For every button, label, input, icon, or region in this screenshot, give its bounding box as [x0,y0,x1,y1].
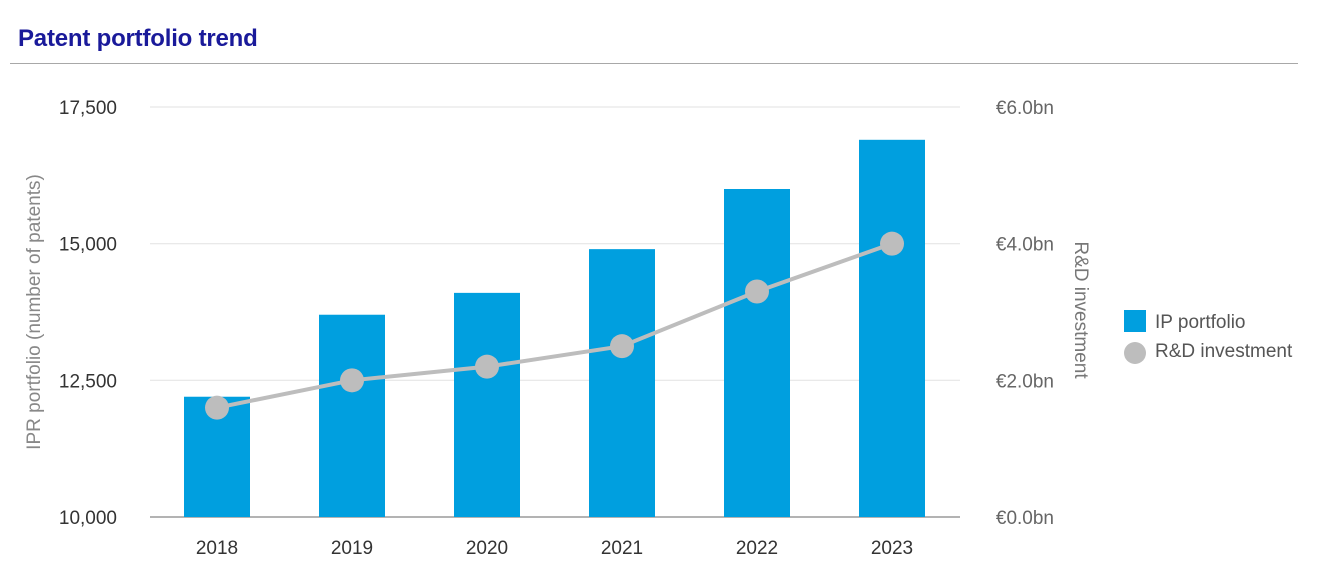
y-right-tick-label: €4.0bn [996,235,1054,256]
y-left-tick-label: 12,500 [59,371,117,392]
x-axis-labels: 2018 2019 2020 2021 2022 2023 [196,538,913,559]
x-tick-label: 2023 [871,538,913,559]
point-rd-investment [880,231,904,256]
y-right-tick-label: €2.0bn [996,371,1054,392]
point-rd-investment [205,395,229,420]
point-rd-investment [610,334,634,359]
y-left-axis-title: IPR portfolio (number of patents) [24,174,45,450]
bar-ip-portfolio [454,292,520,517]
line-rd-investment [216,241,893,410]
legend: IP portfolio R&D investment [1124,310,1293,364]
x-tick-label: 2021 [601,538,643,559]
y-right-tick-label: €6.0bn [996,98,1054,119]
x-tick-label: 2018 [196,538,238,559]
legend-label-rd-investment: R&D investment [1155,341,1293,362]
y-right-tick-label: €0.0bn [996,508,1054,529]
x-tick-label: 2020 [466,538,508,559]
point-rd-investment [340,368,364,393]
y-left-tick-label: 10,000 [59,508,117,529]
bar-ip-portfolio [859,139,925,518]
x-tick-label: 2019 [331,538,373,559]
bar-ip-portfolio [319,314,385,517]
bar-ip-portfolio [724,189,790,517]
y-left-tick-label: 15,000 [59,235,117,256]
legend-label-ip-portfolio: IP portfolio [1155,312,1245,333]
legend-swatch-ip-portfolio [1124,310,1146,332]
line-series [205,231,904,420]
chart-title: Patent portfolio trend [18,25,258,52]
point-rd-investment [475,354,499,379]
bar-ip-portfolio [589,249,655,517]
title-divider [10,63,1298,64]
legend-swatch-rd-investment [1124,342,1146,364]
y-left-tick-label: 17,500 [59,98,117,119]
point-rd-investment [745,279,769,304]
left-axis-ticks: 10,000 12,500 15,000 17,500 [59,98,117,529]
right-axis-ticks: €0.0bn €2.0bn €4.0bn €6.0bn [996,98,1054,529]
x-tick-label: 2022 [736,538,778,559]
bars [184,139,925,518]
gridlines [150,106,960,518]
y-right-axis-title: R&D investment [1070,241,1091,379]
